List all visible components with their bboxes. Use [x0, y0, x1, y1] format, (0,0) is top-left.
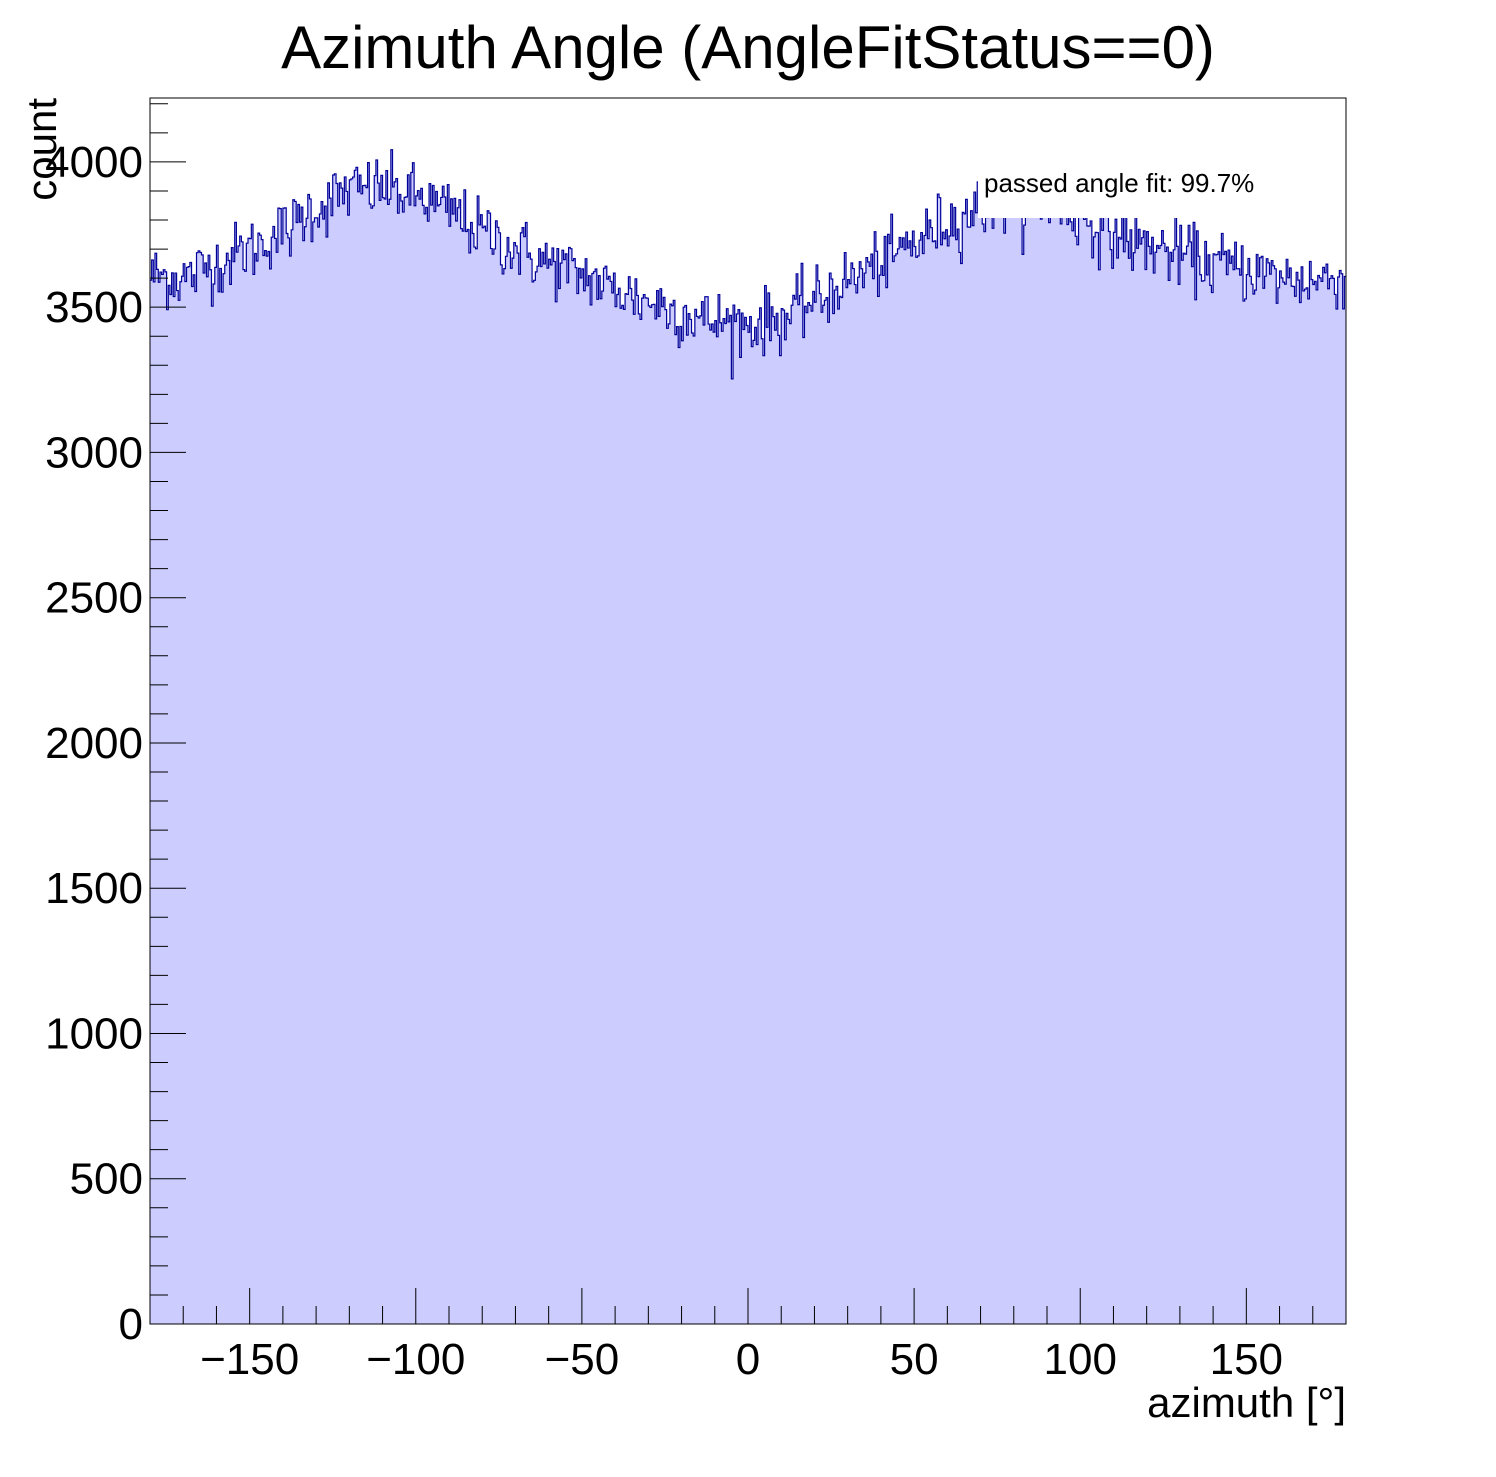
annotation-text: passed angle fit: 99.7%	[984, 168, 1254, 198]
y-tick-label: 1000	[45, 1009, 143, 1058]
histogram-line	[150, 149, 1346, 380]
x-axis: −150 −100 −50 0 50 100 150	[182, 1288, 1314, 1384]
y-tick-label: 1500	[45, 864, 143, 913]
y-tick-label: 4000	[45, 138, 143, 187]
x-tick-label: −100	[366, 1335, 465, 1384]
x-tick-label: 0	[736, 1335, 760, 1384]
histogram-outline	[150, 149, 1346, 380]
histogram-fill	[150, 149, 1346, 1324]
y-tick-label: 2500	[45, 574, 143, 623]
chart-title: Azimuth Angle (AngleFitStatus==0)	[281, 14, 1215, 81]
y-axis-label: count	[18, 98, 65, 201]
y-tick-label: 0	[119, 1300, 143, 1349]
x-tick-label: −50	[545, 1335, 620, 1384]
y-axis: 0 500 1000 1500 2000 2500 3000 3500 4000	[45, 103, 186, 1349]
y-tick-label: 3000	[45, 428, 143, 477]
annotation-box	[978, 160, 1328, 218]
y-tick-label: 3500	[45, 283, 143, 332]
x-tick-label: −150	[200, 1335, 299, 1384]
x-axis-label: azimuth [°]	[1147, 1379, 1346, 1426]
x-tick-label: 100	[1044, 1335, 1117, 1384]
x-tick-label: 50	[890, 1335, 939, 1384]
y-tick-label: 500	[70, 1155, 143, 1204]
y-tick-label: 2000	[45, 719, 143, 768]
histogram-area	[150, 149, 1346, 1324]
x-tick-label: 150	[1210, 1335, 1283, 1384]
